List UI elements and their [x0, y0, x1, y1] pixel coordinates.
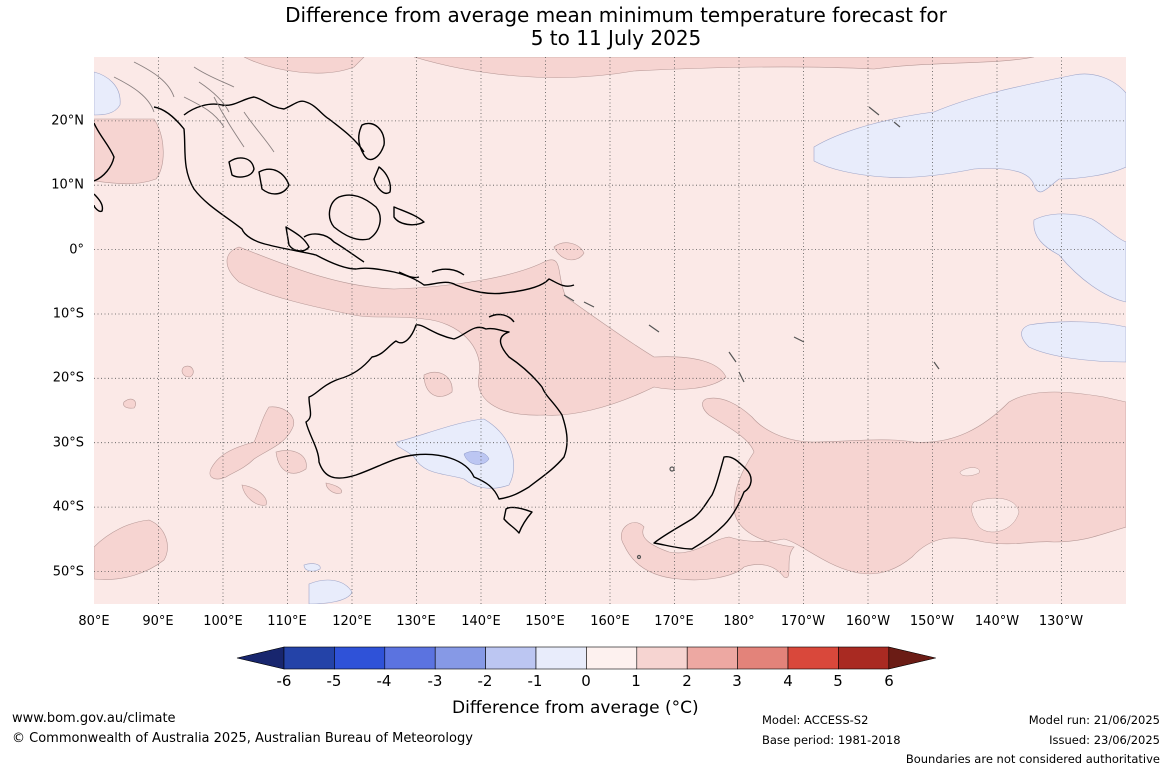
colorbar-extend-high: [888, 646, 936, 670]
colorbar-cell: [434, 646, 486, 670]
boundary-disclaimer: Boundaries are not considered authoritat…: [905, 752, 1160, 766]
country-borders: [113, 61, 275, 153]
anomaly-warm-regions: [94, 57, 1126, 581]
copyright-text: © Commonwealth of Australia 2025, Austra…: [12, 731, 473, 746]
lon-label: 130°W: [1038, 614, 1084, 629]
model-run-date: Model run: 21/06/2025: [1028, 713, 1160, 727]
lon-label: 170°W: [780, 614, 826, 629]
lon-label: 140°W: [974, 614, 1020, 629]
base-period: Base period: 1981-2018: [762, 733, 901, 747]
colorbar: [236, 646, 936, 670]
anomaly-neutral-patch-2: [971, 497, 1020, 533]
colorbar-extend-low: [236, 646, 285, 670]
colorbar-cell: [485, 646, 537, 670]
anomaly-cool-core: [463, 451, 490, 465]
colorbar-tick: 5: [833, 672, 843, 690]
colorbar-cell: [586, 646, 638, 670]
coastlines: [94, 96, 752, 550]
forecast-map: [94, 57, 1126, 604]
website-link[interactable]: www.bom.gov.au/climate: [12, 711, 176, 726]
colorbar-tick: -4: [376, 672, 392, 690]
lat-label: 40°S: [52, 499, 84, 515]
lat-label: 10°N: [51, 177, 84, 193]
lon-label: 160°E: [590, 614, 630, 629]
colorbar-tick: -2: [477, 672, 493, 690]
colorbar-cell: [535, 646, 587, 670]
lat-label: 30°S: [52, 435, 84, 451]
title-line-1: Difference from average mean minimum tem…: [285, 3, 947, 27]
lon-label: 90°E: [142, 614, 174, 629]
lon-label: 160°W: [845, 614, 891, 629]
lon-label: 120°E: [332, 614, 372, 629]
anomaly-neutral-patch: [959, 467, 980, 477]
colorbar-tick: 0: [581, 672, 591, 690]
colorbar-cell: [283, 646, 335, 670]
colorbar-title: Difference from average (°C): [452, 698, 699, 718]
lon-label: 110°E: [267, 614, 307, 629]
title-line-2: 5 to 11 July 2025: [530, 26, 702, 50]
lat-label: 20°N: [51, 113, 84, 129]
colorbar-cell: [334, 646, 386, 670]
map-canvas: [94, 57, 1126, 604]
lat-label: 50°S: [52, 564, 84, 580]
colorbar-cell: [384, 646, 436, 670]
lon-label: 140°E: [461, 614, 501, 629]
model-name: Model: ACCESS-S2: [762, 713, 869, 727]
islands: [563, 106, 940, 560]
colorbar-cell: [838, 646, 890, 670]
colorbar-cell: [636, 646, 688, 670]
lon-label: 100°E: [203, 614, 243, 629]
colorbar-tick: 3: [732, 672, 742, 690]
lon-label: 150°E: [525, 614, 565, 629]
lat-label: 20°S: [52, 370, 84, 386]
colorbar-tick: 1: [631, 672, 641, 690]
lat-label: 10°S: [52, 306, 84, 322]
lon-label: 170°E: [654, 614, 694, 629]
colorbar-tick: -6: [276, 672, 292, 690]
lon-label: 130°E: [396, 614, 436, 629]
colorbar-tick: -1: [527, 672, 543, 690]
colorbar-cell: [787, 646, 839, 670]
colorbar-tick: 2: [682, 672, 692, 690]
lon-label: 150°W: [909, 614, 955, 629]
colorbar-tick: -3: [427, 672, 443, 690]
colorbar-cell: [686, 646, 738, 670]
anomaly-cool-regions: [94, 71, 1126, 604]
colorbar-tick: -5: [326, 672, 342, 690]
colorbar-tick: 6: [884, 672, 894, 690]
chart-title: Difference from average mean minimum tem…: [0, 4, 1173, 50]
issued-date: Issued: 23/06/2025: [1049, 733, 1160, 747]
colorbar-cell: [737, 646, 789, 670]
lon-label: 180°: [723, 614, 755, 629]
graticule: [94, 57, 1126, 604]
lat-label: 0°: [69, 242, 84, 258]
colorbar-tick: 4: [783, 672, 793, 690]
lon-label: 80°E: [78, 614, 110, 629]
